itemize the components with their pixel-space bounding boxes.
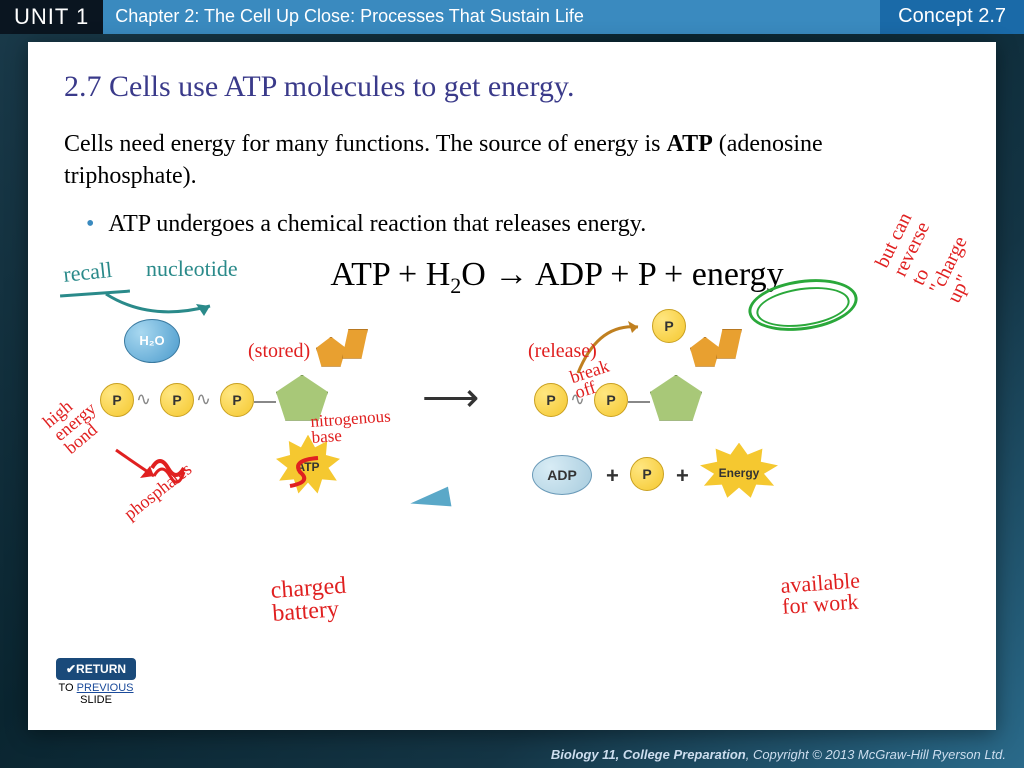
- sugar-pentagon-left: [276, 375, 328, 421]
- bullet-1: • ATP undergoes a chemical reaction that…: [86, 211, 960, 238]
- phosphate-2: P: [160, 383, 194, 417]
- bullet-1-text: ATP undergoes a chemical reaction that r…: [108, 211, 646, 238]
- intro-paragraph: Cells need energy for many functions. Th…: [64, 128, 960, 193]
- previous-link[interactable]: PREVIOUS: [77, 682, 134, 694]
- atp-diagram: H₂O P ∿ P ∿ P ATP ⟶ P P ∿ P ADP + P + En…: [64, 317, 960, 547]
- slide-title: 2.7 Cells use ATP molecules to get energ…: [64, 70, 960, 104]
- unit-badge: UNIT 1: [0, 0, 103, 34]
- break-off-arrow-icon: [568, 313, 658, 383]
- phosphate-r1: P: [534, 383, 568, 417]
- base-hex-right: [690, 337, 720, 367]
- adp-bubble: ADP: [532, 455, 592, 495]
- base-penta-right: [716, 329, 742, 359]
- return-slide: SLIDE: [80, 694, 112, 706]
- energy-starburst: Energy: [700, 443, 778, 503]
- footer-credits: Biology 11, College Preparation, Copyrig…: [551, 747, 1006, 762]
- phosphate-3: P: [220, 383, 254, 417]
- plus-2: +: [676, 463, 689, 489]
- reaction-arrow-icon: ⟶: [422, 375, 479, 421]
- header-bar: UNIT 1 Chapter 2: The Cell Up Close: Pro…: [0, 0, 1024, 34]
- h2o-bubble: H₂O: [124, 319, 180, 363]
- return-button[interactable]: ✔RETURN: [56, 658, 136, 680]
- return-nav: ✔RETURN TO PREVIOUS SLIDE: [56, 658, 136, 706]
- chapter-title: Chapter 2: The Cell Up Close: Processes …: [103, 0, 880, 34]
- bond-wave-1: ∿: [136, 389, 148, 410]
- base-penta-left: [342, 329, 368, 359]
- bond-line-1: [254, 401, 276, 405]
- footer-book: Biology 11, College Preparation: [551, 747, 746, 762]
- concept-badge: Concept 2.7: [880, 0, 1024, 34]
- phosphate-1: P: [100, 383, 134, 417]
- base-hex-left: [316, 337, 346, 367]
- para-pre: Cells need energy for many functions. Th…: [64, 131, 667, 157]
- phosphate-r2: P: [594, 383, 628, 417]
- reaction-equation: ATP + H2O → ADP + P + energy: [154, 256, 960, 299]
- bullet-dot-icon: •: [86, 211, 94, 238]
- footer-copyright: , Copyright © 2013 McGraw-Hill Ryerson L…: [746, 747, 1006, 762]
- bond-line-2: [628, 401, 650, 405]
- atp-starburst: ATP: [276, 435, 340, 499]
- bond-wave-3: ∿: [570, 389, 582, 410]
- plus-1: +: [606, 463, 619, 489]
- bond-wave-2: ∿: [196, 389, 208, 410]
- slide-content: 2.7 Cells use ATP molecules to get energ…: [28, 42, 996, 730]
- para-bold: ATP: [667, 131, 713, 157]
- phosphate-result: P: [630, 457, 664, 491]
- return-to: TO: [59, 682, 77, 694]
- return-subtext: TO PREVIOUS SLIDE: [56, 682, 136, 706]
